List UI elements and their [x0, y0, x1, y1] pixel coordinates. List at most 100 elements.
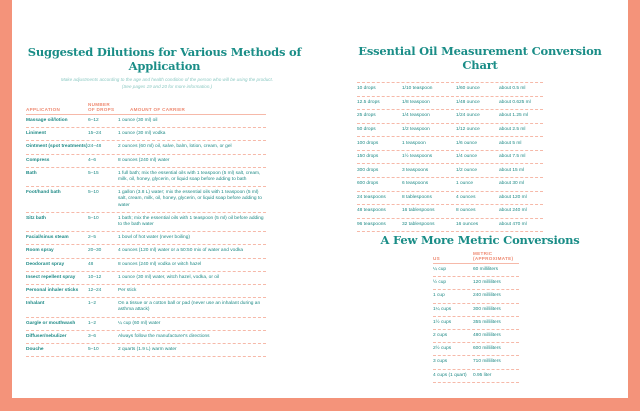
table-cell: 355 milliliters [473, 319, 501, 325]
table-cell: 1/4 ounce [456, 154, 478, 160]
table-row: Personal inhaler sticks 12–24 Per stick [26, 285, 266, 299]
table-cell: 6–12 [88, 118, 99, 123]
table-cell: Per stick [118, 288, 137, 294]
table-cell: about 0.625 ml [499, 99, 531, 105]
table-row: 1½ cups 355 milliliters [433, 317, 519, 331]
table-cell: Sitz bath [26, 215, 46, 221]
table-row: Inhalant 1–2 On a tissue or a cotton ball … [26, 298, 266, 318]
table-cell: 1/48 ounce [456, 99, 480, 105]
table-cell: about 240 ml [499, 208, 527, 214]
table-row: 150 drops 1½ teaspoons 1/4 ounce about 7.5 … [357, 151, 543, 165]
table-cell: 2 cups [433, 333, 448, 339]
table-cell: 16 ounces [456, 221, 479, 227]
table-cell: 1/60 ounce [456, 86, 480, 92]
table-cell: Compress [26, 157, 50, 163]
table-cell: 1/8 teaspoon [402, 99, 430, 105]
right-page: Essential Oil Measurement Conversion Cha… [320, 0, 628, 398]
table-cell: 10 drops [357, 86, 376, 92]
table-cell: 5–10 [88, 347, 99, 353]
table-cell: 2–5 [88, 235, 97, 241]
table-cell: about 7.5 ml [499, 154, 526, 160]
table-cell: 300 drops [357, 167, 379, 173]
conversion-title: Essential Oil Measurement Conversion Cha… [358, 44, 602, 72]
table-cell: 32 tablespoons [402, 221, 435, 227]
table-cell: ½ cup [433, 280, 447, 286]
table-cell: 4 ounces (120 ml) water or a 50:50 mix o… [118, 248, 244, 254]
table-cell: Liniment [26, 131, 46, 137]
table-cell: 25 drops [357, 113, 376, 119]
table-cell: 0.95 liter [473, 372, 492, 378]
table-row: Room spray 20–30 4 ounces (120 ml) water o… [26, 245, 266, 259]
table-cell: 1 teaspoon [402, 140, 426, 146]
table-header: APPLICATION NUMBER OF DROPS AMOUNT OF CA… [26, 102, 266, 115]
table-cell: about 0.5 ml [499, 86, 526, 92]
table-cell: 1–2 [88, 301, 97, 307]
table-row: 12.5 drops 1/8 teaspoon 1/48 ounce about 0.… [357, 97, 543, 111]
table-cell: 5–10 [88, 190, 99, 196]
table-cell: 1/10 teaspoon [402, 86, 433, 92]
table-cell: about 120 ml [499, 194, 527, 200]
table-cell: 1 full bath; mix the essential oils with… [118, 170, 261, 183]
table-cell: 100 drops [357, 140, 379, 146]
table-row: Bath 5–15 1 full bath; mix the essential o… [26, 168, 266, 188]
table-header: US METRIC (APPROXIMATE) [433, 251, 519, 264]
table-cell: 1/24 ounce [456, 113, 480, 119]
table-cell: Always follow the manufacturer's directi… [118, 333, 210, 339]
table-cell: 60 milliliters [473, 267, 499, 272]
table-cell: 1/6 ounce [456, 140, 478, 146]
header-carrier: AMOUNT OF CARRIER [130, 107, 186, 112]
table-cell: Ointment (spot treatments) [26, 144, 88, 150]
header-us: US [433, 256, 440, 261]
table-row: Gargle or mouthwash 1–2 ¼ cup (60 ml) wate… [26, 318, 266, 331]
table-cell: about 470 ml [499, 221, 527, 227]
table-row: Deodorant spray 48 8 ounces (240 ml) vodka… [26, 259, 266, 272]
table-cell: about 15 ml [499, 167, 525, 173]
header-application: APPLICATION [26, 107, 61, 112]
table-cell: 4–6 [88, 157, 97, 163]
table-cell: 16 tablespoons [402, 208, 435, 214]
table-cell: 8 ounces (240 ml) vodka or witch hazel [118, 261, 202, 267]
header-drops: NUMBER OF DROPS [88, 102, 115, 112]
table-cell: Personal inhaler sticks [26, 288, 79, 294]
table-cell: 1½ cups [433, 319, 452, 325]
table-cell: about 30 ml [499, 181, 525, 187]
metric-title: A Few More Metric Conversions [380, 233, 580, 247]
table-row: Massage oil/lotion 6–12 1 ounce (30 ml) oi… [26, 115, 266, 129]
table-cell: Massage oil/lotion [26, 118, 68, 123]
table-cell: 3 teaspoons [402, 167, 429, 173]
table-row: 96 teaspoons 32 tablespoons 16 ounces about… [357, 219, 543, 233]
table-row: Liniment 15–24 1 ounce (30 ml) vodka [26, 128, 266, 142]
table-row: 24 teaspoons 8 tablespoons 4 ounces about 1… [357, 192, 543, 206]
table-cell: 48 [88, 261, 94, 267]
table-row: 10 drops 1/10 teaspoon 1/60 ounce about 0.5… [357, 83, 543, 97]
table-row: Ointment (spot treatments) 24–48 2 ounces … [26, 141, 266, 155]
table-cell: about 1.25 ml [499, 113, 529, 119]
table-cell: 8 ounces [456, 208, 476, 214]
table-cell: 1 ounce (30 ml) oil [118, 118, 158, 123]
dilutions-title: Suggested Dilutions for Various Methods … [27, 45, 302, 73]
table-cell: 600 milliliters [473, 346, 501, 352]
dilutions-table: APPLICATION NUMBER OF DROPS AMOUNT OF CA… [26, 102, 266, 358]
table-cell: 12–24 [88, 288, 102, 294]
table-cell: ¼ cup [433, 267, 447, 272]
table-cell: 8 tablespoons [402, 194, 432, 200]
table-cell: about 2.5 ml [499, 126, 526, 132]
table-cell: 240 milliliters [473, 293, 501, 299]
table-cell: 120 milliliters [473, 280, 501, 286]
table-cell: 1/4 teaspoon [402, 113, 430, 119]
table-cell: 10–12 [88, 274, 102, 280]
table-cell: 12.5 drops [357, 99, 380, 105]
table-cell: 2 ounces (60 ml) oil, salve, balm, lotio… [118, 144, 232, 150]
table-cell: 1/12 ounce [456, 126, 480, 132]
table-row: Douche 5–10 2 quarts (1.9 L) warm water [26, 344, 266, 358]
table-row: 2 cups 480 milliliters [433, 330, 519, 344]
table-cell: 48 teaspoons [357, 208, 386, 214]
table-cell: 1 bath; mix the essential oils with 1 te… [118, 215, 264, 228]
table-row: 2½ cups 600 milliliters [433, 343, 519, 357]
table-row: 4 cups (1 quart) 0.95 liter [433, 370, 519, 383]
table-cell: 480 milliliters [473, 333, 501, 339]
table-cell: 1½ teaspoons [402, 154, 433, 160]
table-row: ¼ cup 60 milliliters [433, 264, 519, 278]
table-cell: 1 ounce [456, 181, 474, 187]
table-row: 50 drops 1/2 teaspoon 1/12 ounce about 2.5 … [357, 124, 543, 138]
